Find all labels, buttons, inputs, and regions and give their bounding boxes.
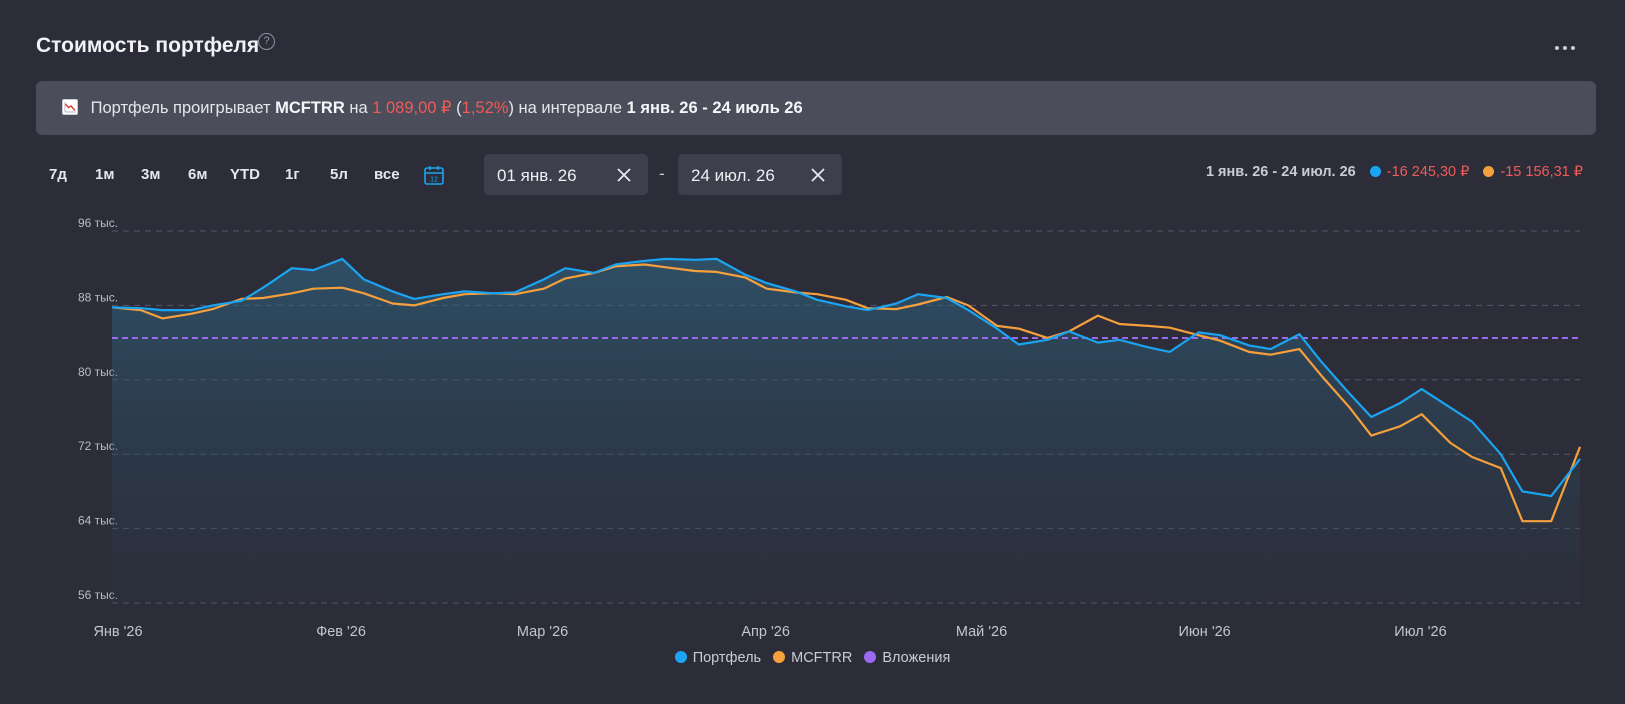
y-tick-label: 80 тыс. [78, 365, 118, 379]
dot-icon [1563, 46, 1567, 50]
period-button-3m[interactable]: 3м [141, 166, 161, 183]
y-tick-label: 72 тыс. [78, 439, 118, 453]
portfolio-dot-icon [1369, 166, 1381, 177]
banner-word-on: на [349, 99, 368, 117]
period-button-1m[interactable]: 1м [95, 166, 115, 183]
x-tick-label: Июл '26 [1394, 624, 1446, 640]
y-tick-label: 64 тыс. [78, 514, 118, 528]
date-from-value: 01 янв. 26 [497, 166, 577, 185]
period-button-6m[interactable]: 6м [188, 166, 208, 183]
x-tick-label: Мар '26 [517, 624, 568, 640]
mcftrr-line[interactable] [111, 263, 1582, 523]
portfolio-area [112, 258, 1580, 603]
svg-text:12: 12 [430, 177, 438, 184]
y-tick-label: 56 тыс. [78, 588, 118, 602]
benchmark-change: -15 156,31 ₽ [1500, 164, 1583, 180]
more-options-button[interactable] [1553, 37, 1581, 57]
x-tick-label: Май '26 [956, 624, 1007, 640]
banner-interval-text: на интервале [518, 99, 623, 117]
banner-prefix: Портфель проигрывает [90, 99, 271, 117]
dot-icon [1555, 46, 1559, 50]
clear-to-icon[interactable] [810, 167, 826, 183]
legend-dot-icon [864, 651, 877, 663]
y-tick-label: 96 тыс. [78, 216, 118, 230]
legend-dot-icon [773, 651, 786, 663]
chart-down-icon [62, 99, 78, 115]
y-tick-label: 88 тыс. [78, 290, 118, 304]
legend-label: MCFTRR [791, 650, 853, 666]
date-to-field[interactable]: 24 июл. 26 [678, 154, 842, 195]
period-button-5y[interactable]: 5л [330, 166, 348, 183]
diff-percent: 1,52% [461, 99, 509, 117]
date-to-value: 24 июл. 26 [691, 166, 775, 185]
period-button-all[interactable]: все [374, 166, 400, 183]
clear-from-icon[interactable] [616, 167, 632, 183]
help-icon[interactable]: ? [258, 33, 275, 50]
legend-item-investments[interactable]: Вложения [864, 650, 950, 666]
x-tick-label: Апр '26 [741, 624, 790, 640]
legend-item-portfolio[interactable]: Портфель [674, 650, 762, 666]
comparison-banner: Портфель проигрывает MCFTRR на 1 089,00 … [36, 81, 1596, 135]
x-tick-label: Янв '26 [93, 624, 142, 640]
period-button-1y[interactable]: 1г [285, 166, 300, 183]
x-tick-label: Июн '26 [1178, 624, 1230, 640]
period-button-ytd[interactable]: YTD [230, 166, 260, 183]
change-summary: 1 янв. 26 - 24 июл. 26 -16 245,30 ₽ -15 … [1206, 164, 1583, 180]
legend-dot-icon [674, 651, 687, 663]
portfolio-line[interactable] [111, 257, 1581, 498]
benchmark-name: MCFTRR [275, 99, 345, 117]
portfolio-change: -16 245,30 ₽ [1386, 164, 1470, 180]
period-button-7d[interactable]: 7д [49, 166, 67, 183]
diff-value: 1 089,00 ₽ [372, 99, 452, 117]
open-paren: ( [456, 99, 462, 117]
close-paren: ) [508, 99, 514, 117]
legend-label: Вложения [882, 650, 951, 666]
card-title: Стоимость портфеля [36, 34, 260, 57]
date-from-field[interactable]: 01 янв. 26 [484, 154, 648, 195]
dot-icon [1571, 46, 1575, 50]
chart-legend: Портфель MCFTRR Вложения [0, 650, 1625, 666]
date-range-separator: - [659, 164, 665, 183]
calendar-icon[interactable]: 12 [423, 164, 445, 186]
x-tick-label: Фев '26 [316, 624, 366, 640]
portfolio-chart[interactable]: 96 тыс. 88 тыс. 80 тыс. 72 тыс. 64 тыс. 56 ты… [0, 200, 1625, 645]
banner-interval: 1 янв. 26 - 24 июль 26 [626, 99, 803, 117]
legend-item-mcftrr[interactable]: MCFTRR [773, 650, 852, 666]
legend-label: Портфель [692, 650, 762, 666]
benchmark-dot-icon [1483, 166, 1495, 177]
summary-range: 1 янв. 26 - 24 июл. 26 [1205, 164, 1356, 180]
